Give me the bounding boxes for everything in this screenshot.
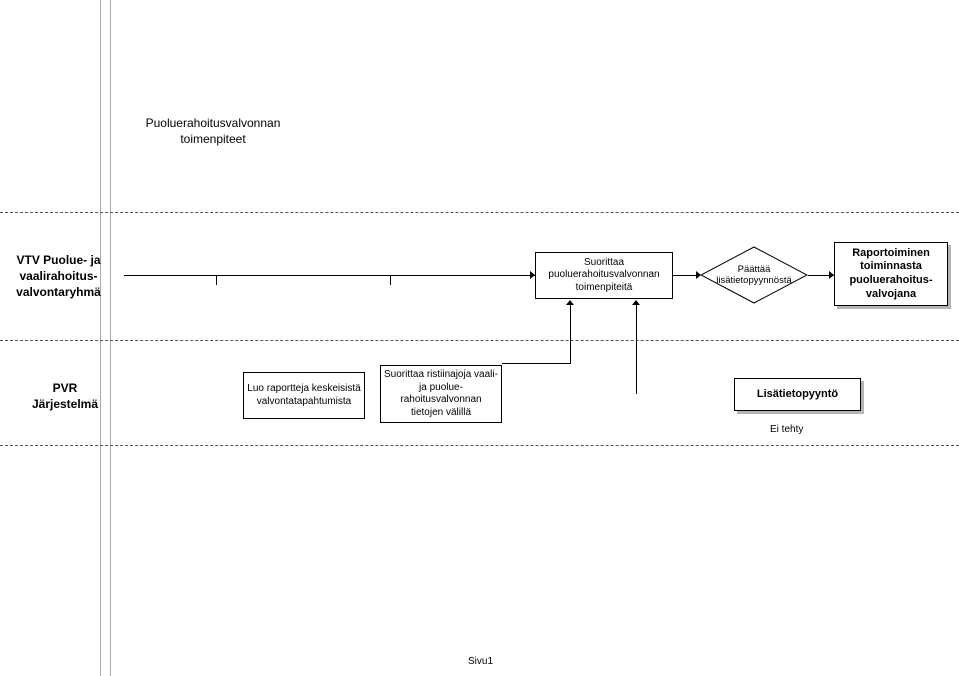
diagram-title: Puoluerahoitusvalvonnan toimenpiteet <box>128 115 298 147</box>
arrowhead <box>829 271 834 279</box>
connector-tick <box>216 275 217 285</box>
lane-label-vtv: VTV Puolue- ja vaalirahoitus- valvontary… <box>6 252 111 301</box>
connector <box>124 275 535 276</box>
lane-label-pvr: PVR Järjestelmä <box>25 380 105 412</box>
arrowhead <box>566 300 574 305</box>
lane-separator <box>0 212 959 213</box>
lane-label-pvr-text: PVR Järjestelmä <box>32 381 98 411</box>
connector <box>570 304 571 364</box>
connector <box>502 363 570 364</box>
arrowhead <box>632 300 640 305</box>
page-footer: Sivu1 <box>468 656 493 667</box>
guide-vline <box>100 0 101 676</box>
decision-paattaa-text: Päättää lisätietopyynnöstä <box>700 264 808 287</box>
report-raportoiminen: Raportoiminen toiminnasta puoluerahoitus… <box>834 242 948 306</box>
report-lisatietopyynto: Lisätietopyyntö <box>734 378 861 411</box>
connector <box>636 304 637 394</box>
process-ristiinajot: Suorittaa ristiinajoja vaali- ja puolue-… <box>380 365 502 423</box>
arrowhead <box>530 271 535 279</box>
decision-paattaa: Päättää lisätietopyynnöstä <box>700 246 808 304</box>
connector-tick <box>390 275 391 285</box>
edge-label-ei-tehty: Ei tehty <box>770 424 803 435</box>
process-luo-raportteja: Luo raportteja keskeisistä valvontatapah… <box>243 372 365 419</box>
lane-separator <box>0 445 959 446</box>
lane-label-vtv-text: VTV Puolue- ja vaalirahoitus- valvontary… <box>16 253 101 299</box>
guide-vline <box>110 0 111 676</box>
lane-separator <box>0 340 959 341</box>
process-suorittaa-toimenpiteet: Suorittaa puoluerahoitusvalvonnan toimen… <box>535 252 673 299</box>
